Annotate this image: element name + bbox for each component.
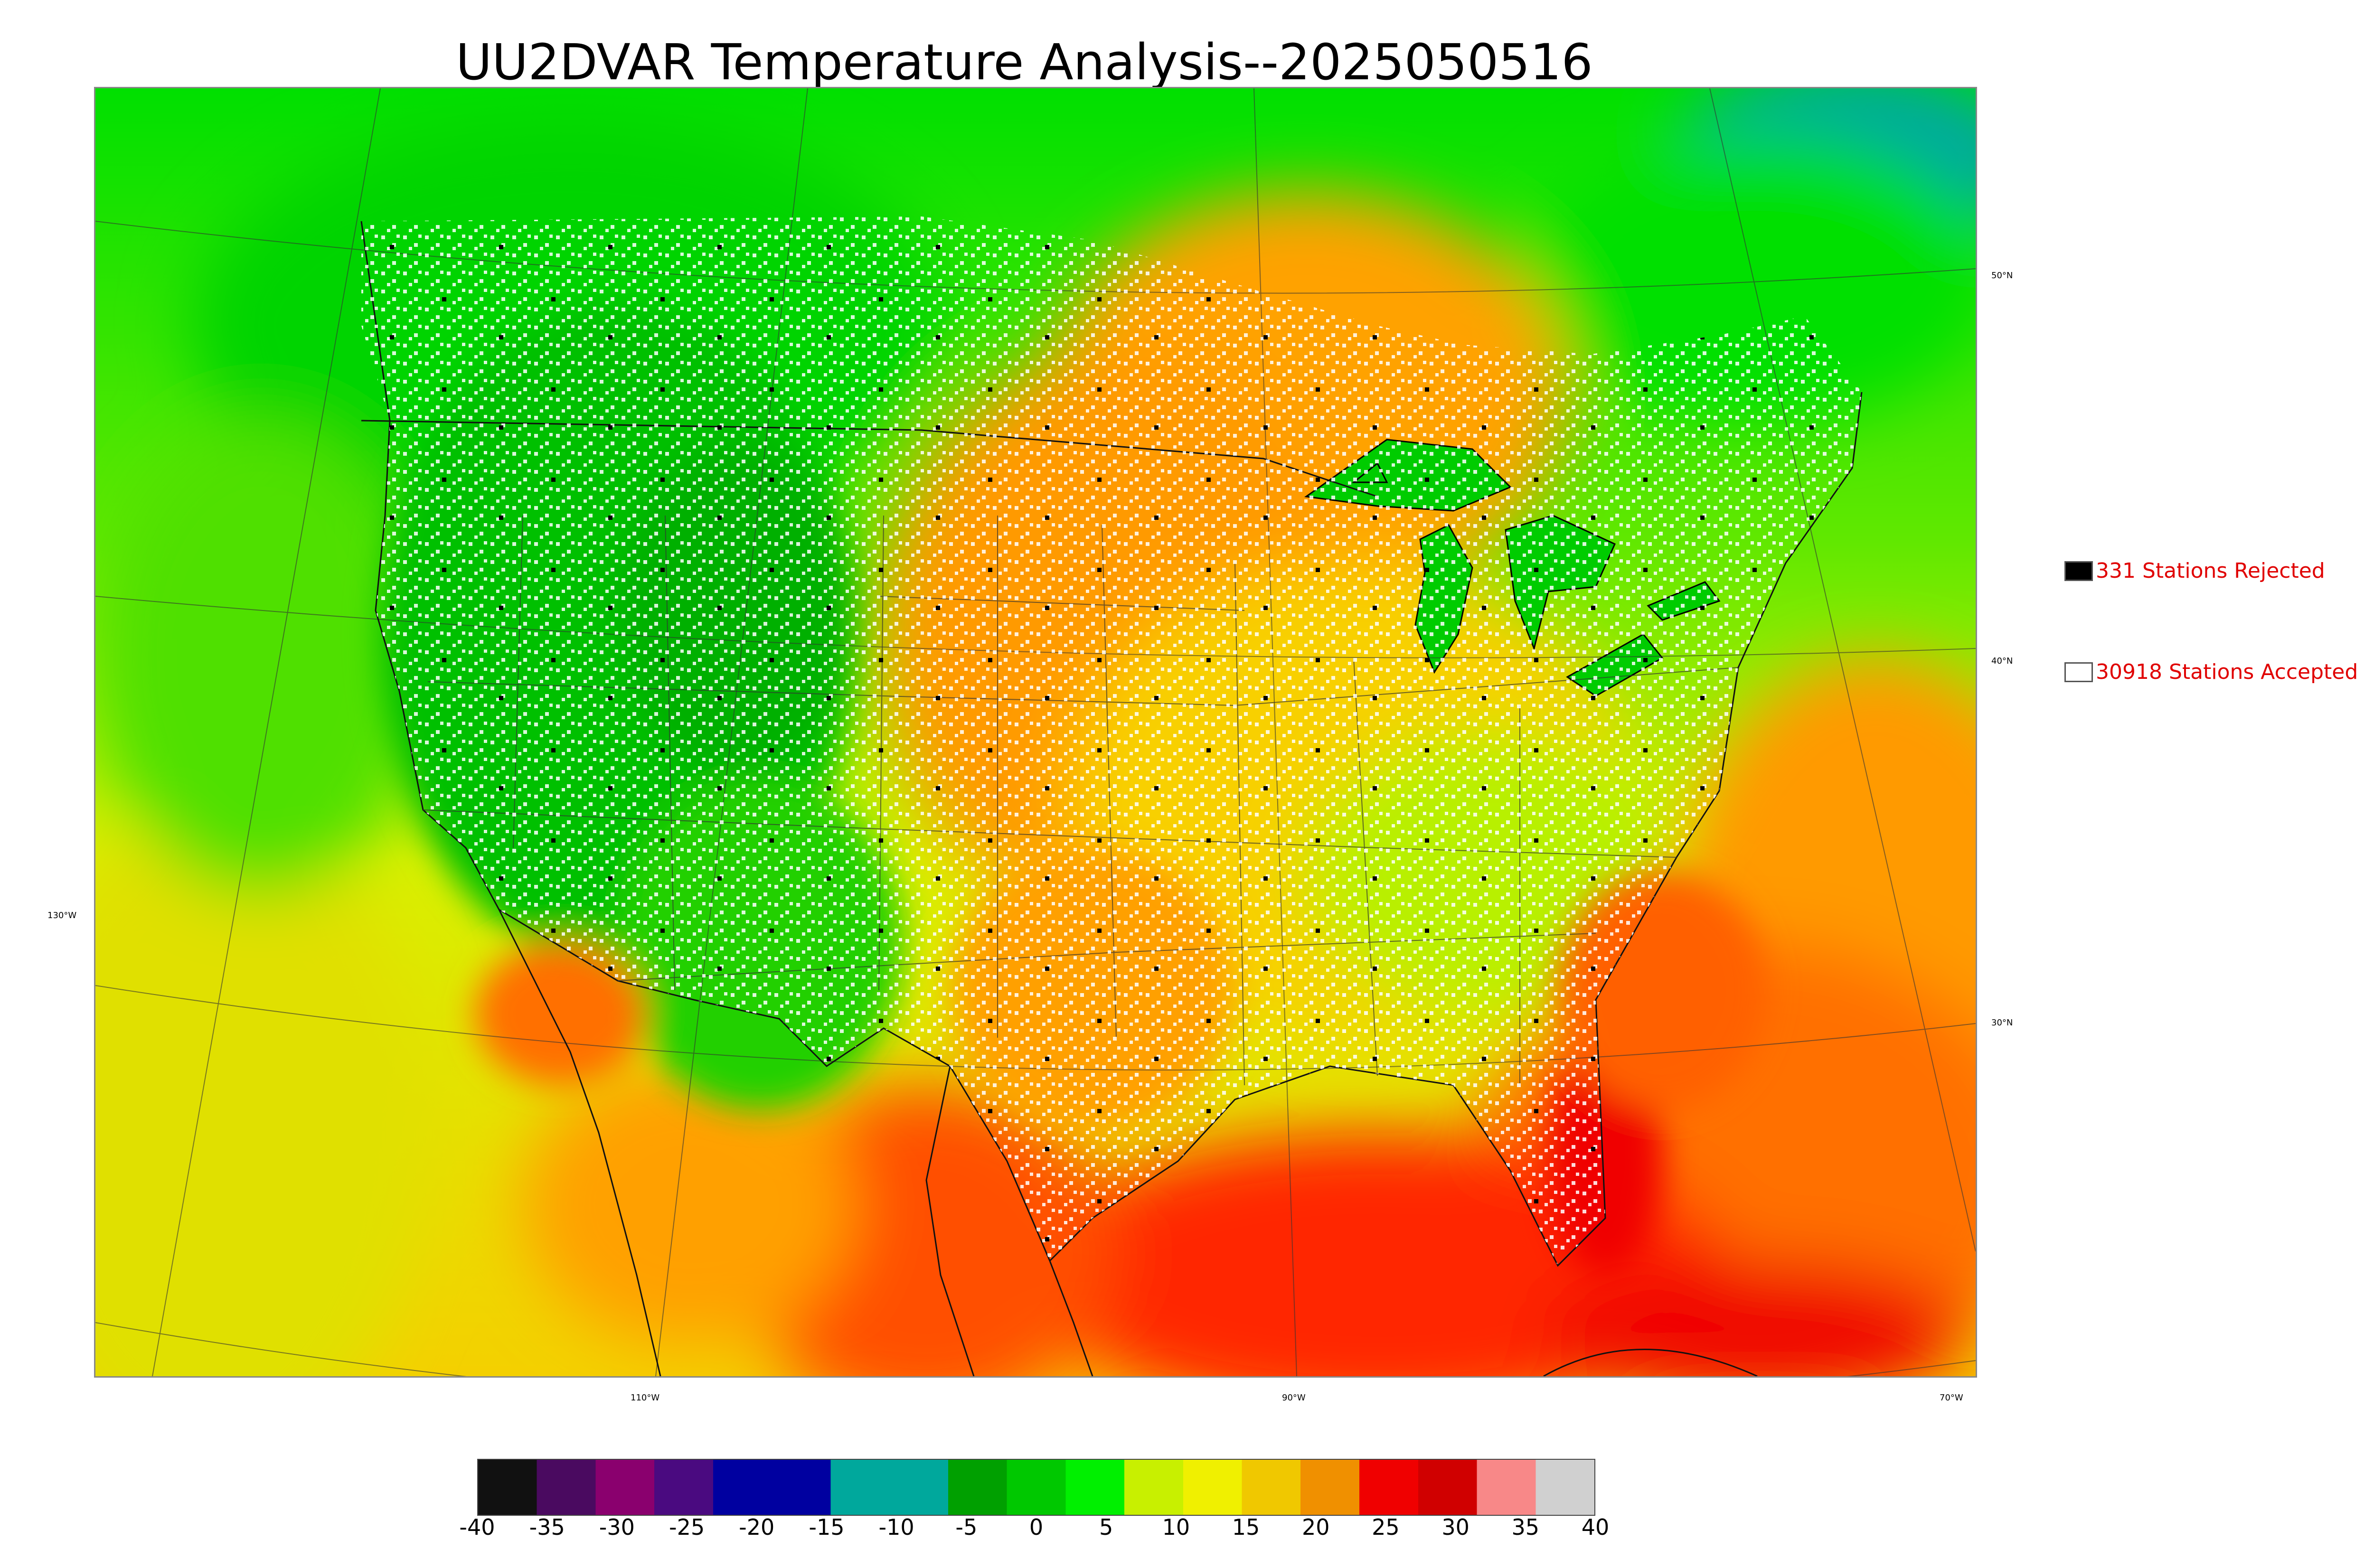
colorbar-tick-label: -25: [669, 1514, 705, 1540]
colorbar-tick-label: 0: [1029, 1514, 1044, 1540]
colorbar-tick-label: 30: [1441, 1514, 1470, 1540]
accepted-swatch: [2064, 662, 2093, 682]
temperature-map: [94, 87, 1977, 1378]
colorbar-tick-label: -30: [599, 1514, 635, 1540]
lat-40-label: 40°N: [1991, 656, 2013, 666]
colorbar-tick-label: -10: [878, 1514, 914, 1540]
lon-130-label: 130°W: [47, 911, 77, 920]
lat-30-label: 30°N: [1991, 1018, 2013, 1028]
colorbar-tick-label: -40: [459, 1514, 495, 1540]
colorbar-tick-label: -20: [739, 1514, 775, 1540]
colorbar-tick-label: 5: [1099, 1514, 1113, 1540]
colorbar-tick-label: -35: [529, 1514, 565, 1540]
page-title: UU2DVAR Temperature Analysis--2025050516: [456, 33, 1593, 91]
rejected-swatch: [2064, 561, 2093, 581]
lon-70-label: 70°W: [1940, 1393, 1963, 1403]
accepted-label: 30918 Stations Accepted: [2096, 660, 2358, 684]
colorbar-tick-label: -15: [809, 1514, 845, 1540]
colorbar-tick-label: -5: [955, 1514, 978, 1540]
colorbar-tick-label: 25: [1372, 1514, 1400, 1540]
colorbar-tick-label: 10: [1162, 1514, 1190, 1540]
legend-rejected: 331 Stations Rejected: [2064, 559, 2325, 583]
colorbar-tick-label: 20: [1301, 1514, 1330, 1540]
colorbar-tick-label: 15: [1232, 1514, 1260, 1540]
map-canvas: [95, 88, 1976, 1376]
lon-110-label: 110°W: [631, 1393, 660, 1403]
legend-accepted: 30918 Stations Accepted: [2064, 660, 2358, 684]
lat-50-label: 50°N: [1991, 271, 2013, 281]
rejected-label: 331 Stations Rejected: [2096, 559, 2325, 583]
colorbar-tick-label: 40: [1581, 1514, 1610, 1540]
lon-90-label: 90°W: [1282, 1393, 1306, 1403]
colorbar-tick-label: 35: [1511, 1514, 1540, 1540]
temperature-colorbar: [477, 1459, 1595, 1516]
